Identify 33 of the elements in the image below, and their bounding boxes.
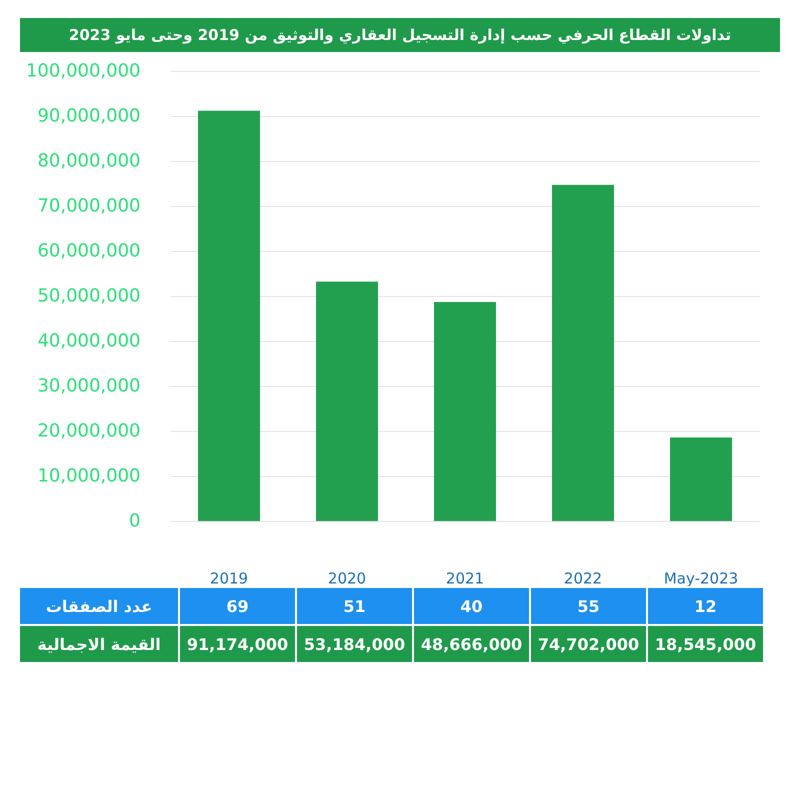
y-tick-label: 80,000,000 bbox=[37, 150, 140, 172]
y-tick-label: 40,000,000 bbox=[37, 330, 140, 352]
y-tick-label: 90,000,000 bbox=[37, 106, 140, 126]
bar bbox=[434, 302, 496, 521]
bar bbox=[552, 184, 614, 521]
text: عدد الصفقات bbox=[20, 588, 178, 624]
y-tick-label: 100,000,000 bbox=[26, 60, 140, 82]
text: 18,545,000 bbox=[654, 634, 756, 654]
text: 40 bbox=[414, 588, 529, 624]
x-tick-label: 2021 bbox=[446, 570, 484, 588]
y-tick-label: 50,000,000 bbox=[37, 286, 140, 306]
text: 53,184,000 bbox=[304, 634, 406, 654]
y-tick-label: 0 bbox=[129, 510, 140, 532]
y-tick-label: 70,000,000 bbox=[37, 196, 140, 216]
y-tick-label: 10,000,000 bbox=[37, 466, 140, 486]
y-tick-label: 60,000,000 bbox=[37, 240, 140, 262]
y-tick-label: 30,000,000 bbox=[37, 376, 140, 396]
text: 55 bbox=[531, 588, 646, 624]
text: 48,666,000 bbox=[420, 634, 522, 654]
text: القيمة الاجمالية bbox=[20, 626, 178, 662]
text: 12 bbox=[648, 588, 763, 624]
x-tick-label: 2022 bbox=[564, 570, 602, 588]
text: 69 bbox=[180, 588, 295, 624]
bar bbox=[670, 438, 732, 521]
text: 74,702,000 bbox=[538, 634, 640, 654]
x-tick-label: 2019 bbox=[210, 570, 248, 588]
bar bbox=[316, 282, 378, 521]
chart-title: تداولات القطاع الحرفي حسب إدارة التسجيل العقاري والتوثيق من 2019 وحتى مايو 2023 bbox=[20, 18, 780, 52]
y-tick-label: 20,000,000 bbox=[37, 420, 140, 442]
text: 51 bbox=[297, 588, 412, 624]
x-tick-label: 2020 bbox=[328, 570, 366, 588]
text: 91,174,000 bbox=[186, 634, 288, 654]
bar bbox=[198, 110, 260, 521]
